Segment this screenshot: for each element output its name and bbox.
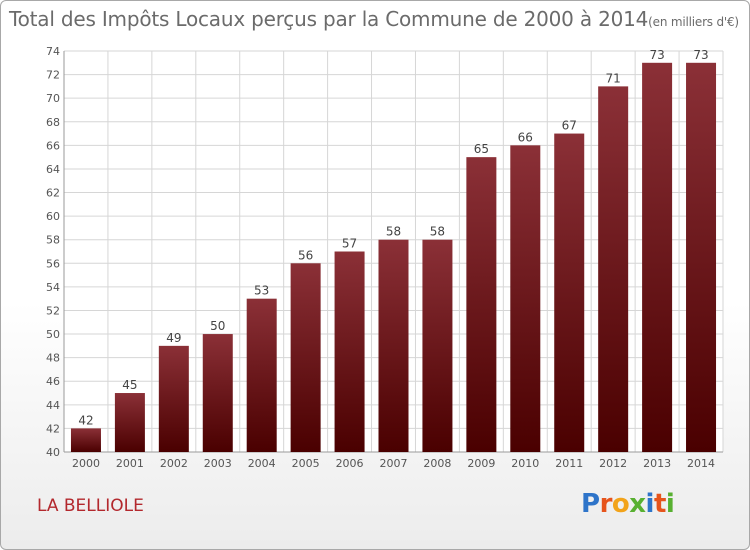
logo-letter: i [665,489,675,519]
chart-title-text: Total des Impôts Locaux perçus par la Co… [9,7,649,31]
y-tick-label: 40 [46,446,60,459]
x-tick-label: 2010 [511,457,539,470]
y-tick-label: 70 [46,92,60,105]
y-tick-label: 56 [46,257,60,270]
bar [202,334,233,452]
logo-letter: i [645,489,655,519]
bar-value-label: 50 [210,319,225,333]
bar-value-label: 49 [166,331,181,345]
bar-value-label: 58 [430,225,445,239]
x-tick-label: 2002 [160,457,188,470]
logo-letter: r [599,489,613,519]
bar [290,263,321,452]
y-tick-label: 66 [46,139,60,152]
y-tick-label: 52 [46,304,60,317]
x-tick-label: 2008 [423,457,451,470]
y-tick-label: 72 [46,69,60,82]
logo-letter: P [581,489,600,519]
commune-name: LA BELLIOLE [37,496,144,516]
x-tick-label: 2011 [555,457,583,470]
bar [686,62,717,452]
bar-value-label: 56 [298,248,313,262]
bar-value-label: 45 [122,378,137,392]
y-tick-label: 48 [46,352,60,365]
y-tick-label: 68 [46,116,60,129]
y-tick-label: 44 [46,399,60,412]
bar [554,133,585,452]
y-tick-label: 42 [46,422,60,435]
y-tick-label: 46 [46,375,60,388]
bar [598,86,629,452]
x-tick-label: 2013 [643,457,671,470]
bar-value-label: 67 [562,119,577,133]
x-tick-label: 2005 [292,457,320,470]
logo-letter: o [611,489,630,519]
x-tick-label: 2012 [599,457,627,470]
y-tick-label: 58 [46,234,60,247]
bar [70,428,101,452]
y-tick-label: 54 [46,281,60,294]
x-tick-label: 2006 [336,457,364,470]
bar [422,239,453,452]
x-tick-label: 2004 [248,457,276,470]
x-tick-label: 2001 [116,457,144,470]
x-tick-label: 2009 [467,457,495,470]
bar-value-label: 73 [693,48,708,62]
bar [334,251,365,452]
bar-value-label: 65 [474,142,489,156]
logo-letter: t [653,489,666,519]
bar-value-label: 42 [78,413,93,427]
y-tick-label: 64 [46,163,60,176]
bar [114,393,145,452]
proxiti-logo[interactable]: Proxiti [581,489,675,519]
y-tick-label: 50 [46,328,60,341]
x-tick-label: 2014 [687,457,715,470]
y-tick-label: 60 [46,210,60,223]
bar [466,157,497,452]
logo-letter: x [629,489,646,519]
y-tick-label: 62 [46,187,60,200]
bar-value-label: 57 [342,237,357,251]
bar [642,62,673,452]
bar-value-label: 58 [386,225,401,239]
bar [246,298,277,452]
chart-title-unit: (en milliers d'€) [648,15,739,29]
x-tick-label: 2003 [204,457,232,470]
bar [510,145,541,452]
bar-value-label: 71 [606,71,621,85]
y-tick-label: 74 [46,45,60,58]
bar [378,239,409,452]
bar-value-label: 53 [254,284,269,298]
x-tick-label: 2000 [72,457,100,470]
bar-value-label: 73 [649,48,664,62]
chart-title: Total des Impôts Locaux perçus par la Co… [9,7,739,31]
bar-value-label: 66 [518,130,533,144]
x-tick-label: 2007 [380,457,408,470]
bar [158,345,189,452]
